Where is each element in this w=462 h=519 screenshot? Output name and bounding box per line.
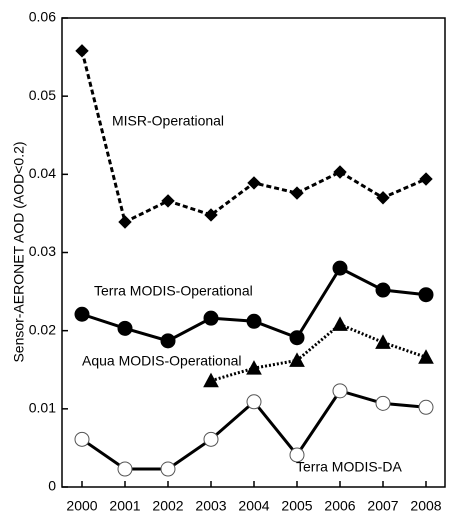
marker <box>74 431 90 447</box>
y-tick-label: 0.02 <box>29 321 56 337</box>
marker <box>375 334 391 349</box>
marker <box>418 399 434 415</box>
marker <box>418 349 434 364</box>
series-line <box>210 322 427 383</box>
x-tick-label: 2002 <box>152 498 183 514</box>
marker <box>203 431 219 447</box>
y-tick-label: 0.03 <box>29 243 56 259</box>
marker <box>118 215 132 229</box>
series-line <box>81 266 427 343</box>
y-tick-label: 0.05 <box>29 87 56 103</box>
marker <box>204 208 218 222</box>
marker <box>117 461 133 477</box>
series-label: Terra MODIS-DA <box>296 459 402 475</box>
marker <box>289 330 305 346</box>
marker <box>290 186 304 200</box>
x-tick-label: 2003 <box>195 498 226 514</box>
y-tick-label: 0.01 <box>29 400 56 416</box>
x-tick-label: 2007 <box>367 498 398 514</box>
marker <box>203 310 219 326</box>
x-tick-label: 2008 <box>410 498 441 514</box>
marker <box>332 316 348 331</box>
series-line <box>80 50 427 225</box>
series-label: MISR-Operational <box>112 113 224 129</box>
y-tick-label: 0.06 <box>29 9 56 25</box>
y-tick-label: 0.04 <box>29 165 56 181</box>
x-tick-label: 2005 <box>281 498 312 514</box>
marker <box>246 313 262 329</box>
x-tick-label: 2000 <box>66 498 97 514</box>
marker <box>246 360 262 375</box>
marker <box>289 447 305 463</box>
marker <box>332 383 348 399</box>
marker <box>117 320 133 336</box>
marker <box>289 352 305 367</box>
marker <box>203 372 219 388</box>
marker <box>160 461 176 477</box>
series-label: Aqua MODIS-Operational <box>82 353 242 369</box>
x-tick-label: 2004 <box>238 498 269 514</box>
series-label: Terra MODIS-Operational <box>94 283 253 299</box>
plot-frame <box>61 17 446 488</box>
y-tick-label: 0 <box>48 478 56 494</box>
marker <box>418 287 434 303</box>
marker <box>419 172 433 186</box>
x-tick-label: 2001 <box>109 498 140 514</box>
marker <box>75 44 89 58</box>
x-tick-label: 2006 <box>324 498 355 514</box>
marker <box>247 176 261 190</box>
marker <box>246 394 262 410</box>
marker <box>74 306 90 322</box>
marker <box>160 333 176 349</box>
marker <box>333 165 347 179</box>
y-axis-label: Sensor-AERONET AOD (AOD<0.2) <box>11 141 27 362</box>
marker <box>332 260 348 276</box>
marker <box>376 191 390 205</box>
marker <box>375 395 391 411</box>
marker <box>161 194 175 208</box>
marker <box>375 282 391 298</box>
